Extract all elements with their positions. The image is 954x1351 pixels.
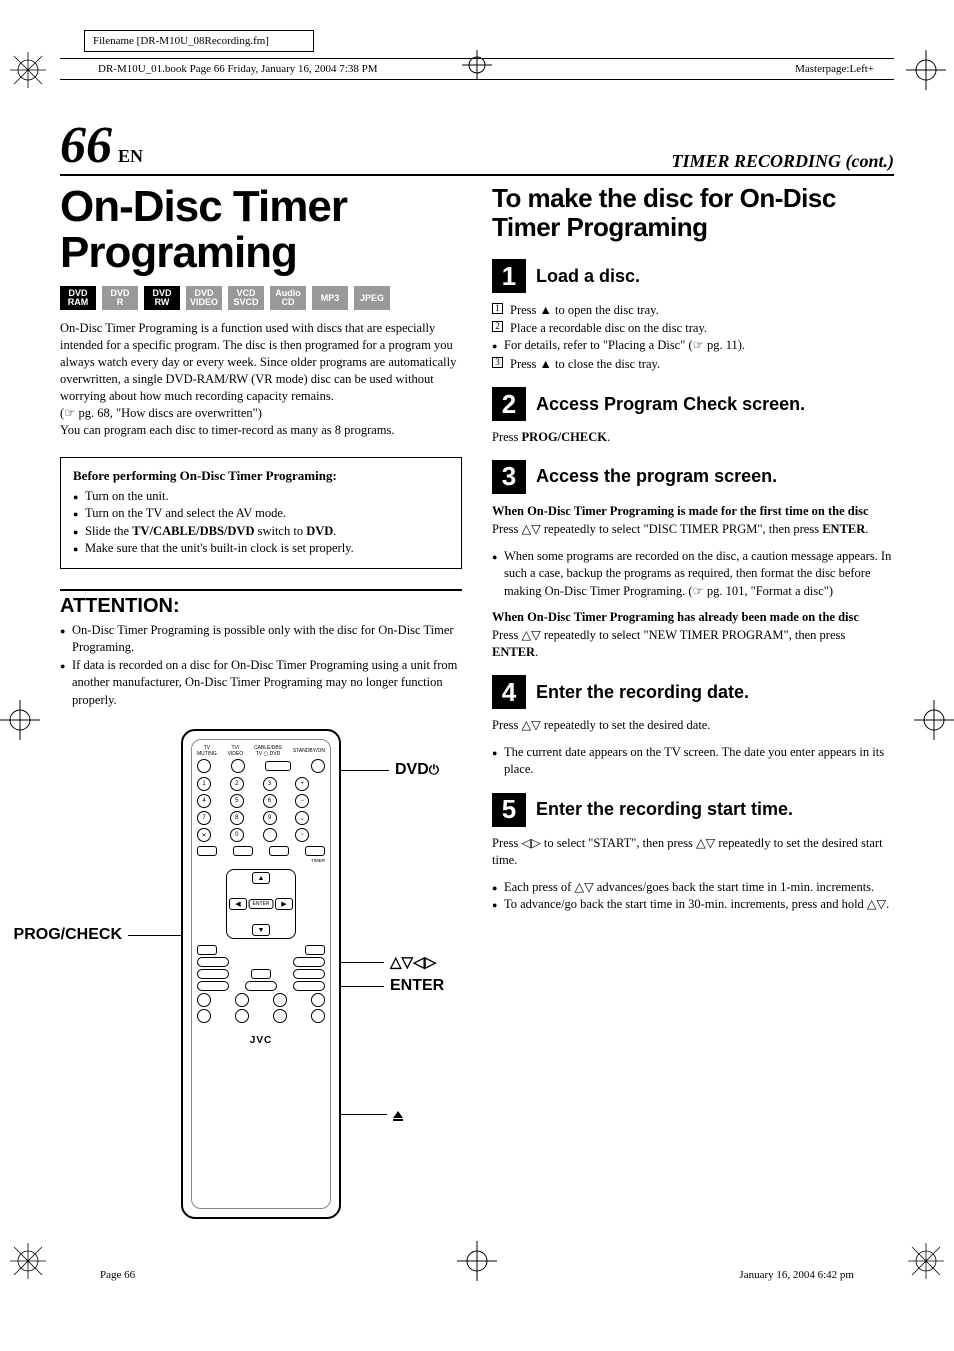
step3-note-1: When some programs are recorded on the d… (492, 548, 894, 601)
format-badge: AudioCD (270, 286, 306, 310)
page-number: 66 (60, 120, 112, 172)
format-badges: DVDRAMDVDRDVDRWDVDVIDEOVCDSVCDAudioCDMP3… (60, 286, 462, 310)
format-badge: DVDRW (144, 286, 180, 310)
format-badge: DVDRAM (60, 286, 96, 310)
step1-list: 1Press ▲ to open the disc tray. 2Place a… (492, 301, 894, 337)
step-4: 4 Enter the recording date. (492, 675, 894, 709)
step-title: Enter the recording start time. (536, 799, 793, 820)
step-title: Load a disc. (536, 266, 640, 287)
before-item: Slide the TV/CABLE/DBS/DVD switch to DVD… (73, 523, 449, 541)
page-lang: EN (118, 146, 143, 167)
book-page-info: DR-M10U_01.book Page 66 Friday, January … (98, 63, 377, 75)
step3-text-1: Press △▽ repeatedly to select "DISC TIME… (492, 521, 894, 538)
step4-note: The current date appears on the TV scree… (492, 744, 894, 779)
format-badge: DVDVIDEO (186, 286, 222, 310)
step-number: 3 (492, 460, 526, 494)
registration-mark-icon (914, 700, 954, 740)
intro-paragraph: On-Disc Timer Programing is a function u… (60, 320, 462, 438)
step3-subhead-2: When On-Disc Timer Programing has alread… (492, 610, 894, 625)
registration-mark-icon (462, 50, 492, 80)
before-item: Make sure that the unit's built-in clock… (73, 540, 449, 558)
registration-mark-icon (457, 1241, 497, 1281)
format-badge: VCDSVCD (228, 286, 264, 310)
format-badge: JPEG (354, 286, 390, 310)
step2-text: Press PROG/CHECK. (492, 429, 894, 446)
before-title: Before performing On-Disc Timer Programi… (73, 468, 449, 484)
attention-item: On-Disc Timer Programing is possible onl… (60, 622, 462, 657)
registration-mark-icon (906, 1241, 946, 1281)
callout-enter: ENTER (339, 977, 444, 995)
step-number: 5 (492, 793, 526, 827)
before-box: Before performing On-Disc Timer Programi… (60, 457, 462, 569)
format-badge: DVDR (102, 286, 138, 310)
step1-list-b: 3Press ▲ to close the disc tray. (492, 355, 894, 373)
remote-brand: JVC (197, 1035, 325, 1046)
step3-subhead-1: When On-Disc Timer Programing is made fo… (492, 504, 894, 519)
section-title: TIMER RECORDING (cont.) (671, 151, 894, 172)
step-2: 2 Access Program Check screen. (492, 387, 894, 421)
step-number: 1 (492, 259, 526, 293)
page-header: 66 EN TIMER RECORDING (cont.) (60, 120, 894, 176)
attention-item: If data is recorded on a disc for On-Dis… (60, 657, 462, 710)
callout-progcheck: PROG/CHECK (14, 926, 183, 944)
step4-text: Press △▽ repeatedly to set the desired d… (492, 717, 894, 734)
right-subtitle: To make the disc for On-Disc Timer Progr… (492, 184, 894, 241)
step-title: Access the program screen. (536, 466, 777, 487)
step3-text-2: Press △▽ repeatedly to select "NEW TIMER… (492, 627, 894, 661)
registration-mark-icon (8, 50, 48, 90)
before-list: Turn on the unit.Turn on the TV and sele… (73, 488, 449, 558)
callout-eject (339, 1111, 403, 1118)
before-item: Turn on the TV and select the AV mode. (73, 505, 449, 523)
masterpage-label: Masterpage:Left+ (795, 63, 874, 75)
filename-label: Filename [DR-M10U_08Recording.fm] (84, 30, 314, 52)
step-number: 2 (492, 387, 526, 421)
callout-dvd: DVD⏻ (339, 761, 439, 779)
step5-notes: Each press of △▽ advances/goes back the … (492, 879, 894, 914)
attention-heading: ATTENTION: (60, 589, 462, 618)
before-item: Turn on the unit. (73, 488, 449, 506)
callout-arrows: △▽◁▷ (339, 953, 436, 971)
step-title: Enter the recording date. (536, 682, 749, 703)
remote-illustration: DVD⏻ PROG/CHECK △▽◁▷ ENTER (181, 729, 341, 1219)
step5-text: Press ◁▷ to select "START", then press △… (492, 835, 894, 869)
attention-list: On-Disc Timer Programing is possible onl… (60, 622, 462, 710)
eject-icon (393, 1111, 403, 1118)
step-1: 1 Load a disc. (492, 259, 894, 293)
step-5: 5 Enter the recording start time. (492, 793, 894, 827)
main-title: On-Disc Timer Programing (60, 184, 462, 276)
footer-page: Page 66 (100, 1269, 135, 1281)
step-title: Access Program Check screen. (536, 394, 805, 415)
registration-mark-icon (8, 1241, 48, 1281)
step-3: 3 Access the program screen. (492, 460, 894, 494)
step1-note: For details, refer to "Placing a Disc" (… (492, 337, 894, 355)
registration-mark-icon (0, 700, 40, 740)
registration-mark-icon (906, 50, 946, 90)
footer-date: January 16, 2004 6:42 pm (739, 1269, 854, 1281)
step-number: 4 (492, 675, 526, 709)
format-badge: MP3 (312, 286, 348, 310)
